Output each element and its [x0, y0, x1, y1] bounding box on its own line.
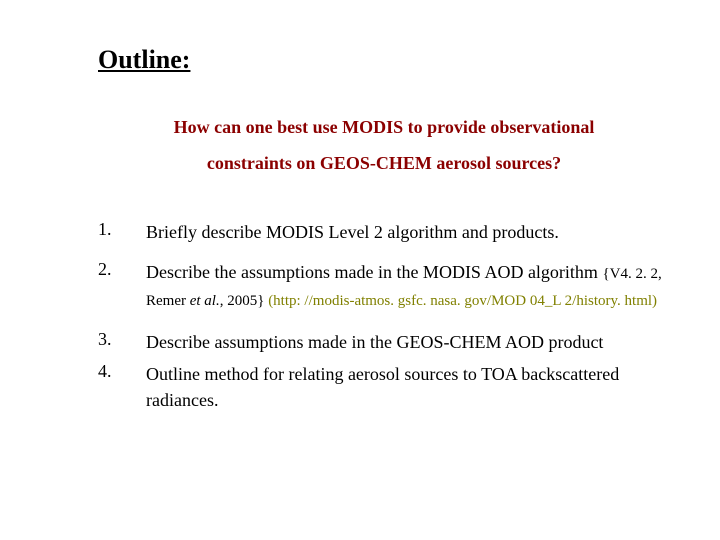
subtitle-line-1: How can one best use MODIS to provide ob… — [174, 117, 595, 137]
item-text-3: Describe assumptions made in the GEOS-CH… — [146, 329, 680, 355]
list-item: 2. Describe the assumptions made in the … — [98, 259, 680, 313]
slide: Outline: How can one best use MODIS to p… — [0, 0, 720, 540]
item-text-1: Briefly describe MODIS Level 2 algorithm… — [146, 219, 680, 245]
list-item: 4. Outline method for relating aerosol s… — [98, 361, 680, 413]
item-number-2: 2. — [98, 259, 146, 313]
item-2-ref-italic: et al. — [190, 293, 220, 309]
item-2-url: (http: //modis-atmos. gsfc. nasa. gov/MO… — [268, 293, 657, 309]
outline-list: 1. Briefly describe MODIS Level 2 algori… — [98, 219, 680, 413]
list-item: 1. Briefly describe MODIS Level 2 algori… — [98, 219, 680, 245]
item-number-4: 4. — [98, 361, 146, 413]
item-number-1: 1. — [98, 219, 146, 245]
subtitle-line-2: constraints on GEOS-CHEM aerosol sources… — [207, 153, 561, 173]
item-2-main: Describe the assumptions made in the MOD… — [146, 262, 602, 282]
item-text-4: Outline method for relating aerosol sour… — [146, 361, 680, 413]
page-title: Outline: — [98, 45, 680, 75]
subtitle: How can one best use MODIS to provide ob… — [98, 109, 680, 181]
list-item: 3. Describe assumptions made in the GEOS… — [98, 329, 680, 355]
item-text-2: Describe the assumptions made in the MOD… — [146, 259, 680, 313]
item-number-3: 3. — [98, 329, 146, 355]
item-2-ref-post: , 2005} — [220, 293, 268, 309]
